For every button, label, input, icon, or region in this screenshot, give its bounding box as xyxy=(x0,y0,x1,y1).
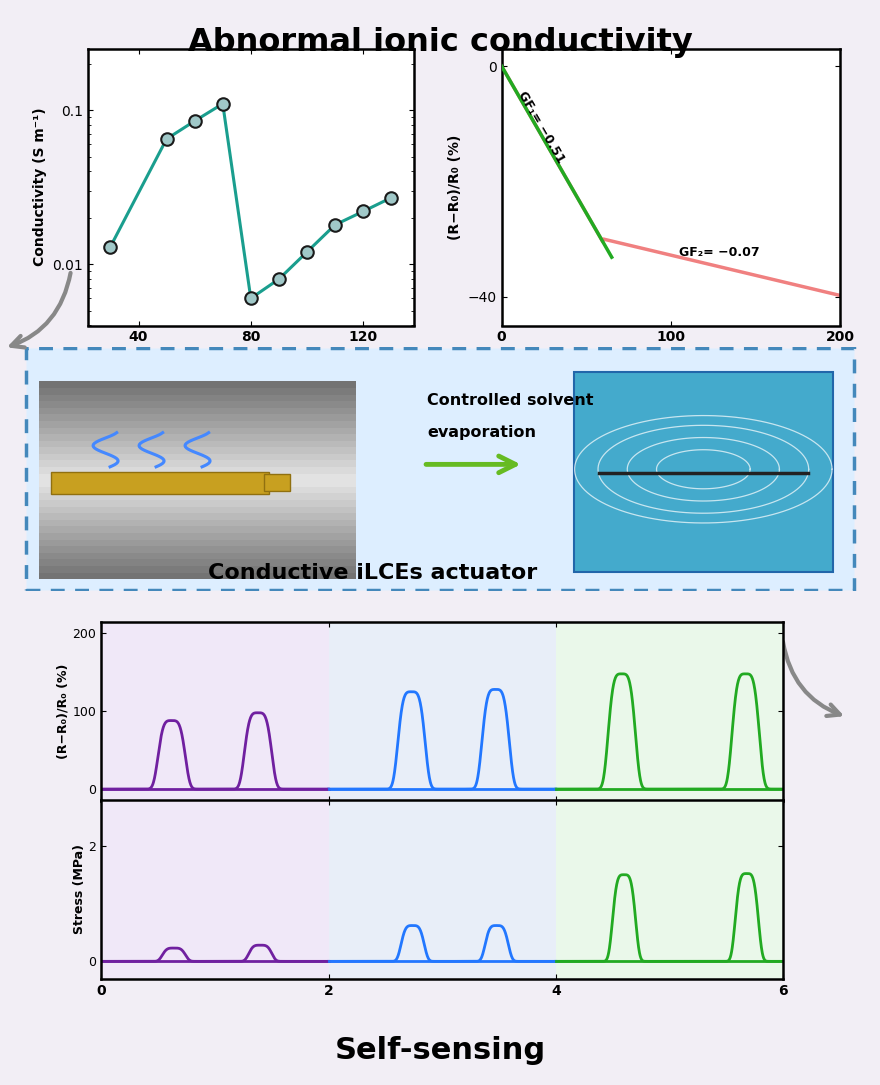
Bar xyxy=(39,388,356,395)
Bar xyxy=(39,500,356,507)
Bar xyxy=(39,560,356,566)
Bar xyxy=(39,526,356,533)
X-axis label: Strain (%): Strain (%) xyxy=(627,350,715,365)
Bar xyxy=(39,414,356,421)
Bar xyxy=(51,472,268,494)
Bar xyxy=(39,434,356,441)
Y-axis label: Conductivity (S m⁻¹): Conductivity (S m⁻¹) xyxy=(33,107,47,267)
Bar xyxy=(39,539,356,546)
Bar xyxy=(39,507,356,513)
Bar xyxy=(39,494,356,500)
Bar xyxy=(39,467,356,474)
Bar xyxy=(39,441,356,447)
FancyBboxPatch shape xyxy=(26,348,854,590)
Text: GF₁= −0.51: GF₁= −0.51 xyxy=(515,89,567,166)
Bar xyxy=(39,487,356,494)
Bar xyxy=(556,622,783,801)
Bar xyxy=(39,566,356,573)
Bar xyxy=(39,520,356,526)
Bar xyxy=(328,622,556,801)
Bar xyxy=(265,474,290,492)
Text: GF₂= −0.07: GF₂= −0.07 xyxy=(679,246,760,259)
Bar xyxy=(39,427,356,434)
Bar xyxy=(39,460,356,467)
Bar xyxy=(101,622,328,801)
Text: evaporation: evaporation xyxy=(428,425,537,441)
Bar xyxy=(556,800,783,979)
Bar xyxy=(39,481,356,487)
Bar xyxy=(39,381,356,388)
Bar xyxy=(328,800,556,979)
Bar xyxy=(39,513,356,520)
Bar xyxy=(39,447,356,454)
Y-axis label: (R−R₀)/R₀ (%): (R−R₀)/R₀ (%) xyxy=(448,135,462,240)
Text: Self-sensing: Self-sensing xyxy=(334,1036,546,1065)
Y-axis label: (R−R₀)/R₀ (%): (R−R₀)/R₀ (%) xyxy=(56,664,70,758)
Text: Controlled solvent: Controlled solvent xyxy=(428,394,594,408)
Bar xyxy=(39,408,356,414)
Bar xyxy=(39,421,356,427)
Bar xyxy=(39,474,356,481)
Y-axis label: Stress (MPa): Stress (MPa) xyxy=(72,844,85,934)
Bar xyxy=(39,395,356,401)
Bar xyxy=(101,800,328,979)
Bar xyxy=(39,573,356,579)
Bar xyxy=(39,552,356,560)
Bar xyxy=(39,546,356,552)
X-axis label: Temperature (°C): Temperature (°C) xyxy=(177,350,325,365)
Text: Abnormal ionic conductivity: Abnormal ionic conductivity xyxy=(187,27,693,59)
Bar xyxy=(39,533,356,539)
Text: Conductive iLCEs actuator: Conductive iLCEs actuator xyxy=(209,563,538,583)
Bar xyxy=(39,401,356,408)
Bar xyxy=(574,371,832,572)
Bar xyxy=(39,454,356,460)
